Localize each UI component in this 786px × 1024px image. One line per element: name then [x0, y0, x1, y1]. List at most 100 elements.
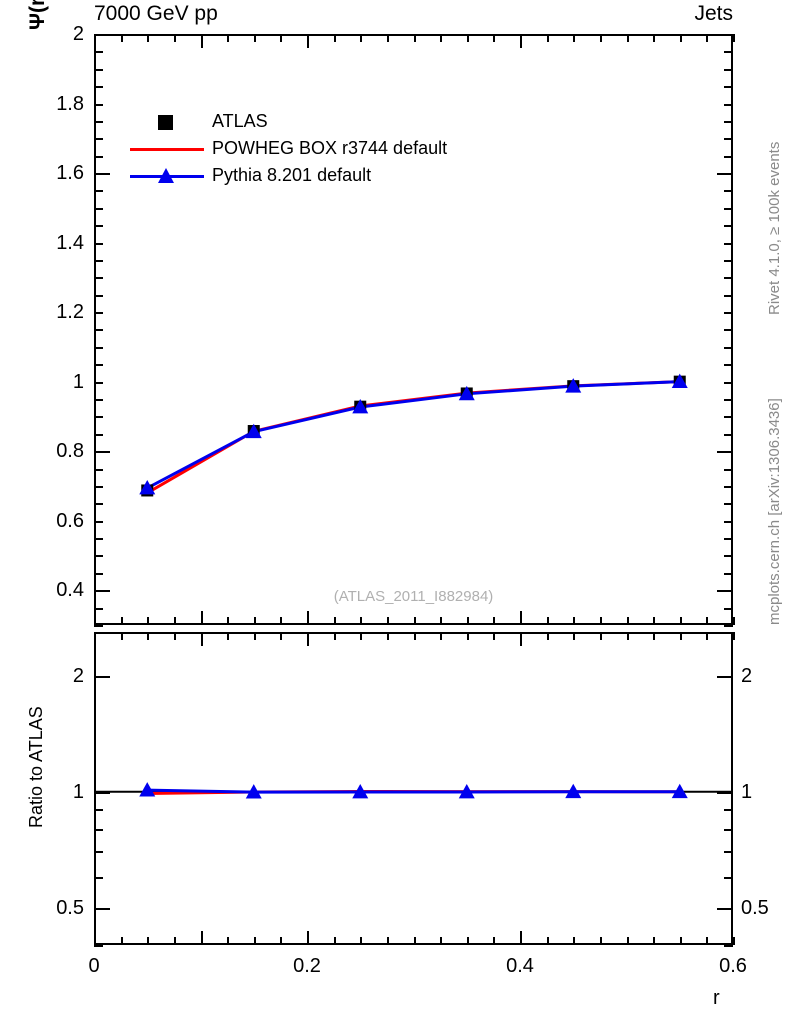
- y-tick-minor-right: [724, 329, 733, 331]
- x-tick-minor-top: [627, 34, 629, 42]
- x-tick-minor-top: [706, 34, 708, 42]
- x-tick-minor-top: [600, 34, 602, 42]
- ratio-x-tick-minor-bottom: [653, 937, 655, 945]
- ratio-x-tick-minor-bottom: [227, 937, 229, 945]
- legend-label: Pythia 8.201 default: [212, 165, 372, 185]
- y-tick-minor: [94, 138, 103, 140]
- y-tick-minor: [94, 34, 103, 36]
- ratio-x-tick-minor-bottom: [627, 937, 629, 945]
- ratio-x-tick-minor-bottom: [600, 937, 602, 945]
- y-tick-minor: [94, 416, 103, 418]
- y-tick-minor-right: [724, 260, 733, 262]
- ratio-x-tick-minor-top: [600, 632, 602, 640]
- y-tick-minor: [94, 225, 103, 227]
- legend-item[interactable]: POWHEG BOX r3744 default: [128, 135, 447, 162]
- ratio-y-tick-minor: [94, 829, 103, 831]
- y-tick-minor-right: [724, 156, 733, 158]
- y-tick-label: 1.2: [56, 301, 84, 324]
- x-tick-minor-top: [733, 34, 735, 42]
- x-tick-minor-top: [387, 34, 389, 42]
- ratio-x-tick-minor-top: [360, 632, 362, 640]
- y-tick-minor-right: [724, 416, 733, 418]
- ratio-y-tick-label-right: 2: [741, 664, 753, 687]
- legend-item[interactable]: Pythia 8.201 default: [128, 162, 447, 189]
- ratio-x-tick-minor-top: [440, 632, 442, 640]
- x-tick-minor-bottom: [147, 617, 149, 625]
- ratio-x-tick-minor-bottom: [121, 937, 123, 945]
- x-tick-minor-bottom: [600, 617, 602, 625]
- x-tick-minor-bottom: [467, 617, 469, 625]
- y-tick-minor: [94, 503, 103, 505]
- y-tick-minor: [94, 329, 103, 331]
- x-tick-minor-top: [493, 34, 495, 42]
- y-tick-minor: [94, 573, 103, 575]
- x-tick-label: 0.6: [719, 955, 747, 977]
- x-tick-minor-top: [414, 34, 416, 42]
- y-tick-minor: [94, 69, 103, 71]
- ratio-x-tick-minor-top: [547, 632, 549, 640]
- header-right-category-label: Jets: [694, 2, 733, 25]
- ratio-x-tick-minor-top: [147, 632, 149, 640]
- y-tick-minor-right: [724, 573, 733, 575]
- legend: ATLAS POWHEG BOX r3744 default Pythia 8.20…: [128, 108, 447, 189]
- legend-item[interactable]: ATLAS: [128, 108, 447, 135]
- y-tick-minor-right: [724, 608, 733, 610]
- legend-label: ATLAS: [212, 111, 268, 131]
- ratio-y-tick-label: 1: [72, 780, 84, 803]
- y-tick-minor: [94, 364, 103, 366]
- y-tick-minor: [94, 260, 103, 262]
- ratio-x-tick-minor-top: [387, 632, 389, 640]
- x-tick-minor-top: [174, 34, 176, 42]
- y-tick-minor: [94, 625, 103, 627]
- ratio-y-tick-minor-right: [724, 851, 733, 853]
- ratio-x-tick-minor-bottom: [706, 937, 708, 945]
- square-marker-icon: [158, 114, 173, 130]
- ratio-x-tick-minor-bottom: [493, 937, 495, 945]
- x-tick-minor-top: [147, 34, 149, 42]
- ratio-x-tick-minor-bottom: [334, 937, 336, 945]
- x-tick-minor-bottom: [387, 617, 389, 625]
- y-tick-minor-right: [724, 312, 733, 314]
- ratio-x-tick-minor-bottom: [360, 937, 362, 945]
- x-tick-minor-top: [547, 34, 549, 42]
- y-tick-minor: [94, 295, 103, 297]
- ratio-y-tick-major-right: [717, 676, 733, 678]
- y-tick-minor: [94, 382, 103, 384]
- ratio-x-tick-major-bottom: [201, 931, 203, 945]
- ratio-y-tick-minor: [94, 851, 103, 853]
- y-tick-minor-right: [724, 347, 733, 349]
- y-tick-minor-right: [724, 469, 733, 471]
- y-tick-minor: [94, 51, 103, 53]
- data-marker-pythia: [139, 480, 156, 495]
- x-tick-minor-bottom: [653, 617, 655, 625]
- data-marker-pythia: [565, 378, 582, 393]
- x-tick-minor-bottom: [414, 617, 416, 625]
- legend-key: [128, 165, 206, 187]
- x-tick-minor-bottom: [121, 617, 123, 625]
- ratio-x-tick-minor-bottom: [547, 937, 549, 945]
- ratio-x-tick-minor-top: [227, 632, 229, 640]
- x-tick-minor-bottom: [493, 617, 495, 625]
- ratio-x-tick-minor-top: [706, 632, 708, 640]
- triangle-marker-icon: [158, 167, 174, 183]
- y-tick-minor-right: [724, 555, 733, 557]
- ratio-x-tick-minor-top: [680, 632, 682, 640]
- y-tick-minor-right: [724, 51, 733, 53]
- ratio-y-tick-minor: [94, 809, 103, 811]
- y-tick-minor: [94, 208, 103, 210]
- x-tick-minor-bottom: [547, 617, 549, 625]
- y-tick-minor-right: [724, 104, 733, 106]
- y-tick-minor-right: [724, 243, 733, 245]
- ratio-x-tick-minor-top: [467, 632, 469, 640]
- x-tick-minor-bottom: [254, 617, 256, 625]
- analysis-watermark: (ATLAS_2011_I882984): [333, 588, 494, 605]
- ratio-y-tick-label-right: 1: [741, 780, 753, 803]
- y-tick-minor: [94, 86, 103, 88]
- y-tick-label: 1.4: [56, 231, 84, 254]
- ratio-y-tick-major: [94, 908, 110, 910]
- x-tick-major-top: [94, 34, 96, 48]
- y-tick-minor-right: [724, 86, 733, 88]
- y-tick-major-right: [717, 590, 733, 592]
- ratio-marker-pythia: [352, 783, 369, 799]
- y-tick-minor-right: [724, 625, 733, 627]
